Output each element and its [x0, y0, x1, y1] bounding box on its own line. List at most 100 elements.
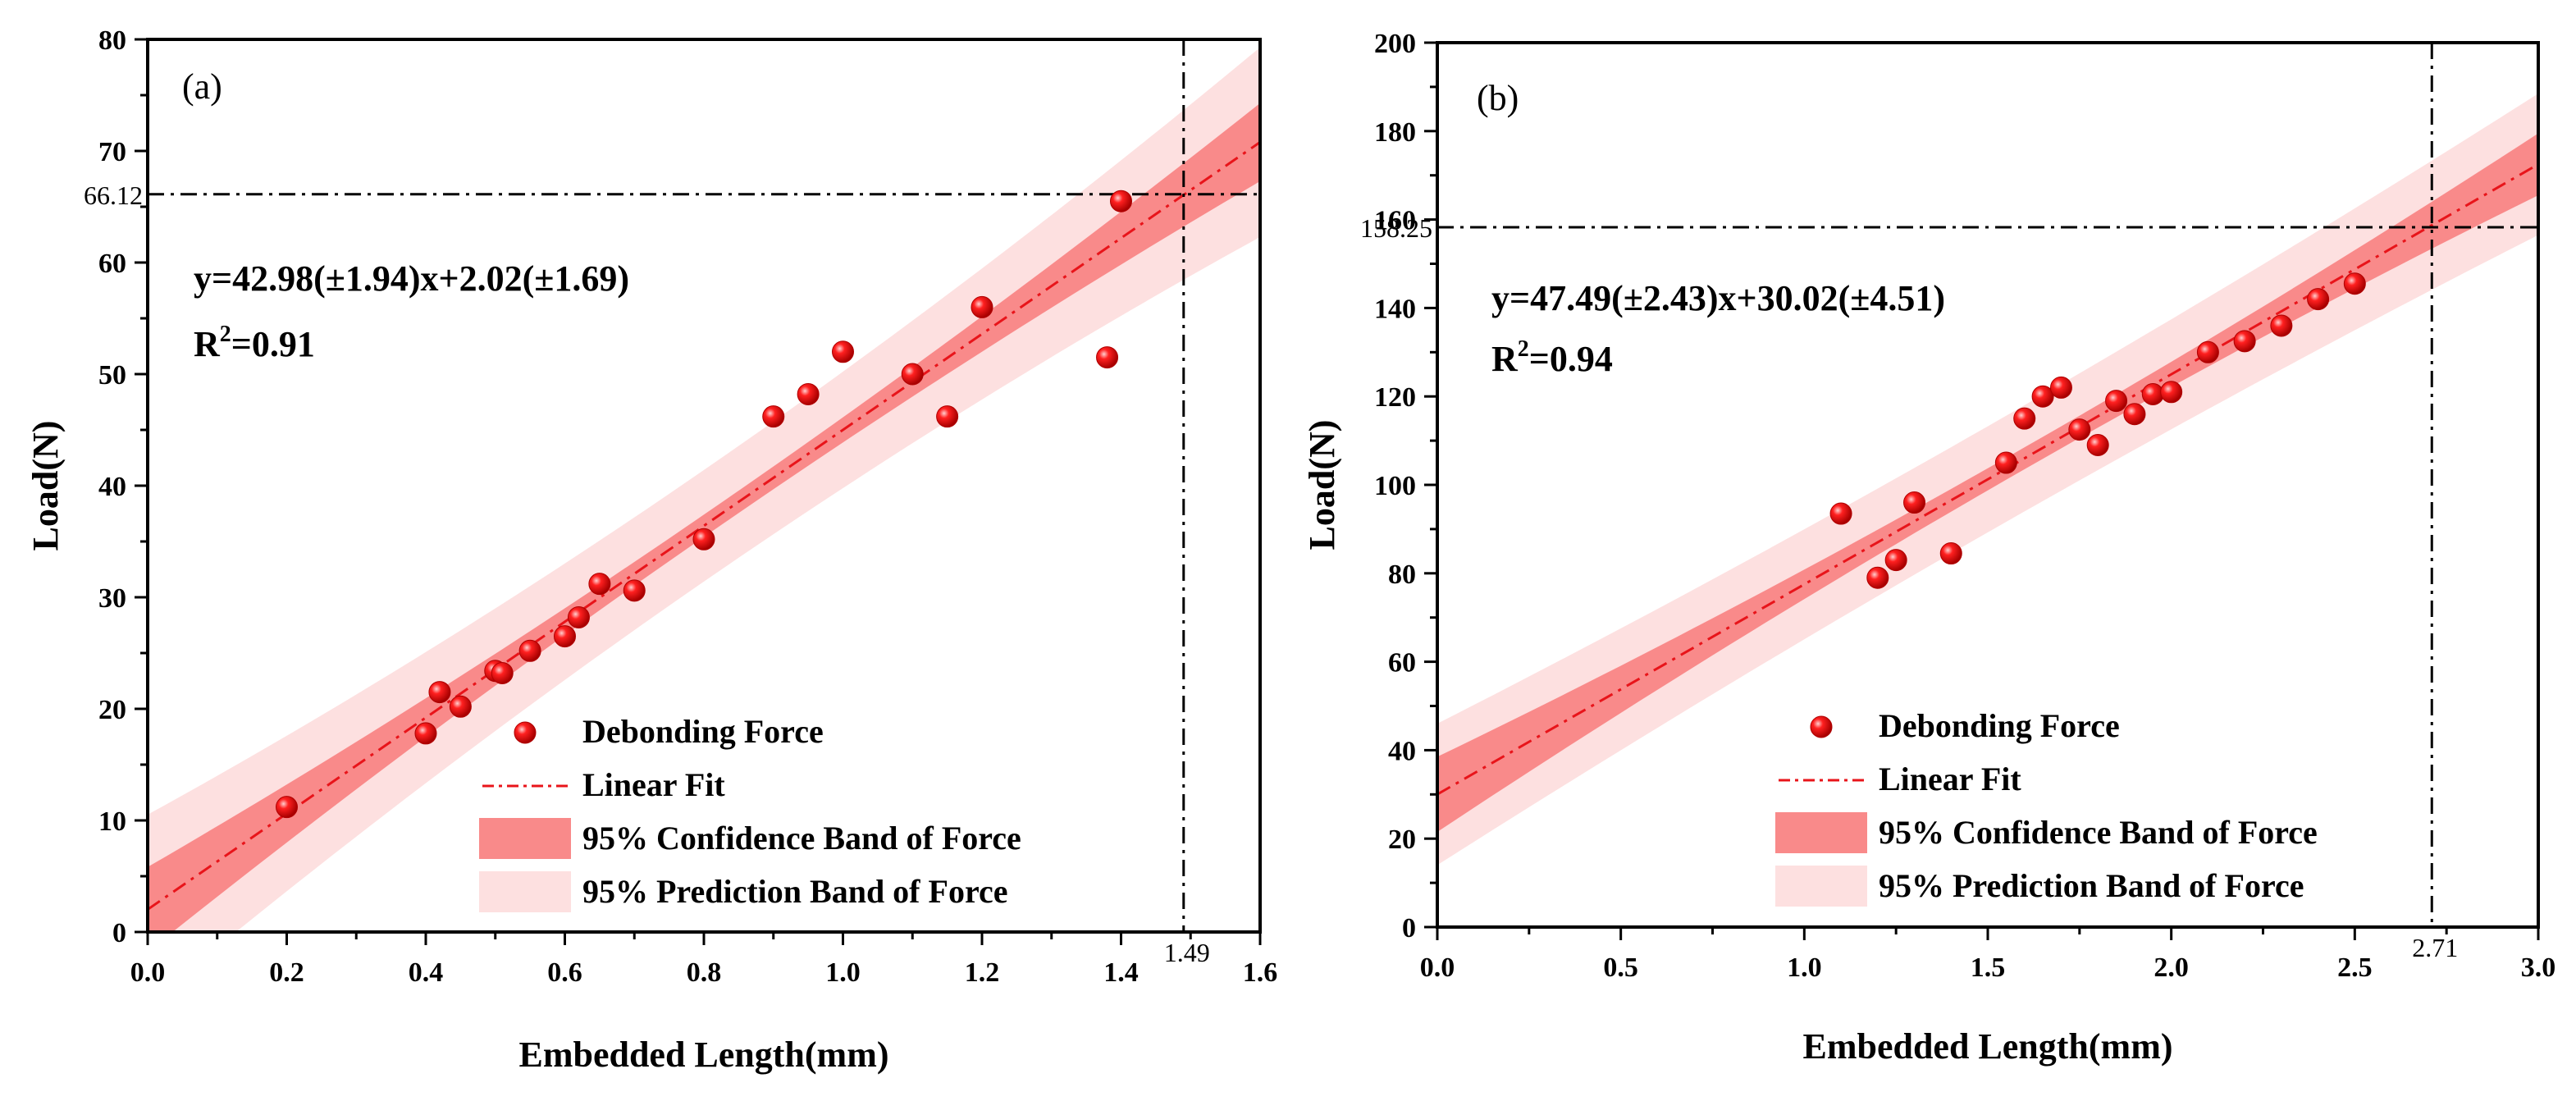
fit-equation: y=42.98(±1.94)x+2.02(±1.69) — [194, 258, 629, 299]
data-point — [1110, 190, 1132, 212]
x-tick-label: 2.5 — [2337, 953, 2373, 983]
x-tick-label: 1.0 — [825, 957, 861, 988]
data-point — [692, 528, 715, 550]
data-point — [1096, 346, 1119, 369]
y-tick-label: 50 — [98, 360, 126, 391]
y-tick-label: 80 — [98, 25, 126, 56]
ref-x-value-label: 2.71 — [2412, 933, 2458, 962]
data-point — [518, 639, 541, 662]
x-tick-label: 0.2 — [269, 957, 304, 988]
data-point — [2233, 330, 2256, 353]
legend-marker-debonding-force — [514, 721, 537, 744]
x-tick-label: 0.4 — [409, 957, 444, 988]
fit-equation: y=47.49(±2.43)x+30.02(±4.51) — [1491, 278, 1945, 318]
data-point — [797, 382, 820, 405]
x-tick-label: 0.5 — [1603, 953, 1638, 983]
x-tick-label: 3.0 — [2521, 953, 2556, 983]
legend-label: 95% Confidence Band of Force — [1879, 814, 2318, 851]
y-tick-label: 120 — [1374, 382, 1416, 413]
data-point — [971, 295, 993, 318]
data-point — [901, 363, 924, 386]
legend-label: 95% Prediction Band of Force — [1879, 867, 2304, 904]
legend-label: 95% Confidence Band of Force — [582, 820, 1021, 857]
legend-marker-prediction-band — [1775, 866, 1867, 907]
data-point — [2105, 390, 2128, 413]
x-tick-label: 1.4 — [1103, 957, 1139, 988]
y-axis-label: Load(N) — [1302, 420, 1342, 550]
linear-fit-line — [148, 141, 1260, 911]
x-tick-label: 2.0 — [2154, 953, 2189, 983]
y-axis-label: Load(N) — [25, 421, 66, 551]
data-point — [1903, 491, 1926, 514]
legend-label: Debonding Force — [1879, 707, 2120, 744]
y-tick-label: 180 — [1374, 117, 1416, 148]
x-tick-label: 0.0 — [1420, 953, 1455, 983]
legend-label: Debonding Force — [582, 713, 824, 750]
y-tick-label: 40 — [98, 472, 126, 502]
confidence-band — [1437, 133, 2538, 832]
data-point — [428, 681, 451, 704]
x-tick-label: 1.5 — [1971, 953, 2006, 983]
data-point — [588, 573, 611, 596]
ref-y-value-label: 158.25 — [1360, 213, 1432, 243]
legend-marker-prediction-band — [479, 871, 571, 912]
panel-label: (a) — [182, 66, 222, 107]
data-point — [936, 405, 959, 428]
data-point — [2141, 383, 2164, 406]
y-tick-label: 80 — [1388, 560, 1416, 590]
x-tick-label: 1.2 — [965, 957, 1000, 988]
x-tick-label: 0.0 — [130, 957, 166, 988]
x-axis-label: Embedded Length(mm) — [1802, 1026, 2172, 1067]
data-point — [554, 625, 576, 648]
y-tick-label: 60 — [1388, 648, 1416, 678]
plot-area — [148, 47, 1260, 932]
data-point — [2343, 272, 2366, 295]
data-point — [449, 695, 472, 718]
y-tick-label: 20 — [98, 695, 126, 725]
plot-area — [1437, 94, 2538, 866]
data-point — [2086, 433, 2109, 456]
data-point — [567, 605, 590, 628]
x-tick-label: 0.6 — [547, 957, 582, 988]
legend: Debonding Force Linear Fit 95% Confidence … — [1775, 707, 2318, 907]
y-tick-label: 100 — [1374, 471, 1416, 501]
y-tick-label: 20 — [1388, 825, 1416, 855]
y-tick-label: 160 — [1374, 206, 1416, 236]
y-tick-label: 200 — [1374, 29, 1416, 59]
data-point — [2068, 418, 2091, 441]
x-tick-label: 1.6 — [1243, 957, 1278, 988]
data-point — [1866, 566, 1889, 589]
r-squared: R2=0.94 — [1491, 336, 1613, 379]
x-axis-label: Embedded Length(mm) — [518, 1035, 888, 1075]
chart-panel-a: 0 10 20 30 40 50 60 70 80 0.0 0.2 0.4 0.6 0.8 1.0 1.2 1.… — [25, 25, 1277, 1075]
legend-label: Linear Fit — [1879, 761, 2021, 797]
y-tick-label: 70 — [98, 137, 126, 167]
data-point — [2307, 288, 2330, 311]
y-tick-label: 30 — [98, 583, 126, 614]
legend-marker-debonding-force — [1810, 715, 1833, 738]
legend-marker-confidence-band — [479, 818, 571, 859]
ref-y-value-label: 66.12 — [84, 180, 143, 210]
y-tick-label: 0 — [112, 918, 126, 948]
x-tick-label: 1.0 — [1787, 953, 1822, 983]
data-point — [491, 661, 514, 684]
data-point — [623, 579, 646, 602]
data-point — [1939, 542, 1962, 565]
data-point — [2160, 381, 2183, 404]
data-point — [2123, 403, 2146, 426]
data-point — [2270, 314, 2293, 337]
data-point — [1994, 451, 2017, 474]
x-tick-label: 0.8 — [687, 957, 722, 988]
data-point — [2196, 340, 2219, 363]
data-point — [2031, 385, 2054, 408]
y-tick-label: 60 — [98, 249, 126, 279]
data-point — [414, 722, 437, 745]
legend-label: Linear Fit — [582, 766, 725, 803]
y-tick-label: 140 — [1374, 294, 1416, 324]
y-tick-label: 40 — [1388, 736, 1416, 766]
data-point — [832, 340, 854, 363]
ref-x-value-label: 1.49 — [1164, 938, 1210, 967]
chart-panel-b: 0 20 40 60 80 100 120 140 160 180 200 0.0 0.5 1.0 1.5 2… — [1302, 29, 2555, 1067]
data-point — [1829, 502, 1852, 525]
